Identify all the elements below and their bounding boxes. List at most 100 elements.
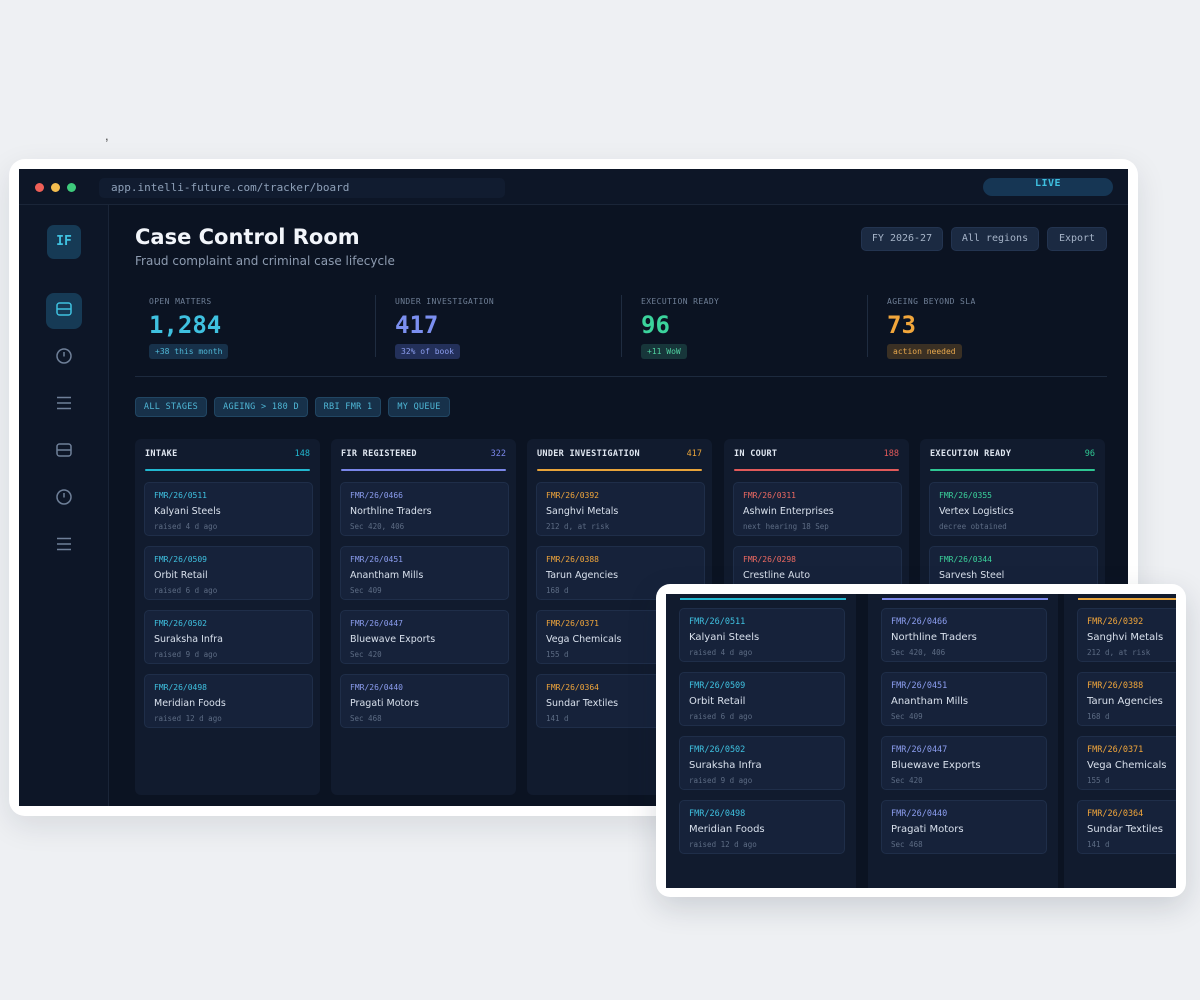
case-meta: Sec 420 <box>350 650 382 659</box>
column-count: 417 <box>686 449 702 459</box>
case-party-name: Anantham Mills <box>350 570 424 581</box>
column-accent-bar <box>537 469 702 471</box>
region-filter-button[interactable]: All regions <box>951 227 1039 251</box>
case-card[interactable]: FMR/26/0511 Kalyani Steels raised 4 d ago <box>679 608 845 662</box>
maximize-dot[interactable] <box>67 183 76 192</box>
kpi-divider <box>621 295 622 357</box>
case-card[interactable]: FMR/26/0392 Sanghvi Metals 212 d, at risk <box>536 482 705 536</box>
case-id: FMR/26/0392 <box>546 491 599 500</box>
case-card[interactable]: FMR/26/0364 Sundar Textiles 141 d <box>1077 800 1176 854</box>
column-count: 96 <box>1084 449 1095 459</box>
case-card[interactable]: FMR/26/0355 Vertex Logistics decree obtain… <box>929 482 1098 536</box>
app-window: app.intelli-future.com/tracker/board LIV… <box>19 169 1128 806</box>
stray-mark: , <box>105 128 109 143</box>
live-status-badge: LIVE <box>983 178 1113 196</box>
case-card[interactable]: FMR/26/0466 Northline Traders Sec 420, 406 <box>881 608 1047 662</box>
sidebar-nav-item[interactable] <box>46 340 82 376</box>
filter-chip[interactable]: AGEING > 180 D <box>214 397 308 417</box>
case-card[interactable]: FMR/26/0502 Suraksha Infra raised 9 d ago <box>679 736 845 790</box>
kpi-divider <box>867 295 868 357</box>
case-card[interactable]: FMR/26/0498 Meridian Foods raised 12 d ago <box>144 674 313 728</box>
case-party-name: Anantham Mills <box>891 696 969 707</box>
filter-chip[interactable]: MY QUEUE <box>388 397 450 417</box>
case-card[interactable]: FMR/26/0451 Anantham Mills Sec 409 <box>340 546 509 600</box>
case-card[interactable]: FMR/26/0440 Pragati Motors Sec 468 <box>881 800 1047 854</box>
folder-icon <box>55 300 73 322</box>
case-card[interactable]: FMR/26/0511 Kalyani Steels raised 4 d ago <box>144 482 313 536</box>
case-id: FMR/26/0392 <box>1087 617 1144 627</box>
case-meta: next hearing 18 Sep <box>743 522 829 531</box>
case-id: FMR/26/0466 <box>350 491 403 500</box>
export-button[interactable]: Export <box>1047 227 1107 251</box>
case-card[interactable]: FMR/26/0498 Meridian Foods raised 12 d ago <box>679 800 845 854</box>
column-accent-bar <box>680 598 846 600</box>
kpi-value: 417 <box>395 311 439 339</box>
case-party-name: Vega Chemicals <box>546 634 622 645</box>
minimize-dot[interactable] <box>51 183 60 192</box>
case-card[interactable]: FMR/26/0311 Ashwin Enterprises next hearin… <box>733 482 902 536</box>
case-card[interactable]: FMR/26/0447 Bluewave Exports Sec 420 <box>340 610 509 664</box>
case-meta: 212 d, at risk <box>546 522 610 531</box>
case-id: FMR/26/0509 <box>689 681 746 691</box>
sidebar-nav-item[interactable] <box>46 293 82 329</box>
column-title: INTAKE <box>145 449 178 459</box>
column-accent-bar <box>882 598 1048 600</box>
column-header: IN COURT 188 <box>734 449 899 463</box>
case-party-name: Ashwin Enterprises <box>743 506 834 517</box>
case-party-name: Kalyani Steels <box>154 506 221 517</box>
kpi-card: EXECUTION READY 96 +11 WoW <box>627 289 872 359</box>
case-id: FMR/26/0311 <box>743 491 796 500</box>
case-party-name: Tarun Agencies <box>546 570 619 581</box>
kpi-strip: OPEN MATTERS 1,284 +38 this month UNDER INV… <box>135 289 1107 377</box>
case-card[interactable]: FMR/26/0509 Orbit Retail raised 6 d ago <box>144 546 313 600</box>
fiscal-year-button[interactable]: FY 2026-27 <box>861 227 943 251</box>
case-meta: 155 d <box>1087 776 1110 785</box>
case-id: FMR/26/0509 <box>154 555 207 564</box>
sidebar-nav-item[interactable] <box>46 481 82 517</box>
column-count: 148 <box>294 449 310 459</box>
case-card[interactable]: FMR/26/0392 Sanghvi Metals 212 d, at risk <box>1077 608 1176 662</box>
case-meta: Sec 420, 406 <box>891 648 946 657</box>
sidebar-nav-item[interactable] <box>46 387 82 423</box>
case-card[interactable]: FMR/26/0371 Vega Chemicals 155 d <box>1077 736 1176 790</box>
menu-icon <box>55 394 73 416</box>
case-party-name: Sundar Textiles <box>546 698 619 709</box>
case-id: FMR/26/0502 <box>689 745 746 755</box>
case-party-name: Pragati Motors <box>891 824 964 835</box>
brand-logo[interactable]: IF <box>47 225 81 259</box>
case-id: FMR/26/0451 <box>350 555 403 564</box>
zoomed-board: FMR/26/0511 Kalyani Steels raised 4 d ago F… <box>666 594 1176 888</box>
case-card[interactable]: FMR/26/0451 Anantham Mills Sec 409 <box>881 672 1047 726</box>
address-bar[interactable]: app.intelli-future.com/tracker/board <box>99 178 505 198</box>
case-card[interactable]: FMR/26/0440 Pragati Motors Sec 468 <box>340 674 509 728</box>
zoomed-stage-column: FMR/26/0392 Sanghvi Metals 212 d, at risk F… <box>1064 594 1176 888</box>
case-id: FMR/26/0440 <box>891 809 948 819</box>
case-card[interactable]: FMR/26/0502 Suraksha Infra raised 9 d ago <box>144 610 313 664</box>
close-dot[interactable] <box>35 183 44 192</box>
case-card[interactable]: FMR/26/0509 Orbit Retail raised 6 d ago <box>679 672 845 726</box>
column-header: EXECUTION READY 96 <box>930 449 1095 463</box>
case-meta: raised 9 d ago <box>154 650 218 659</box>
case-meta: Sec 468 <box>891 840 923 849</box>
kpi-value: 96 <box>641 311 670 339</box>
sidebar-nav-item[interactable] <box>46 434 82 470</box>
sidebar-nav-item[interactable] <box>46 528 82 564</box>
zoomed-stage-column: FMR/26/0511 Kalyani Steels raised 4 d ago F… <box>666 594 856 888</box>
page-subtitle: Fraud complaint and criminal case lifecy… <box>135 254 395 268</box>
case-id: FMR/26/0440 <box>350 683 403 692</box>
case-id: FMR/26/0466 <box>891 617 948 627</box>
case-id: FMR/26/0447 <box>350 619 403 628</box>
filter-chip[interactable]: RBI FMR 1 <box>315 397 381 417</box>
column-header: INTAKE 148 <box>145 449 310 463</box>
case-id: FMR/26/0498 <box>689 809 746 819</box>
case-card[interactable]: FMR/26/0388 Tarun Agencies 168 d <box>1077 672 1176 726</box>
column-accent-bar <box>734 469 899 471</box>
case-card[interactable]: FMR/26/0466 Northline Traders Sec 420, 406 <box>340 482 509 536</box>
kpi-badge: +38 this month <box>149 344 229 359</box>
kpi-card: OPEN MATTERS 1,284 +38 this month <box>135 289 380 359</box>
menu-icon <box>55 535 73 557</box>
case-card[interactable]: FMR/26/0447 Bluewave Exports Sec 420 <box>881 736 1047 790</box>
filter-chip[interactable]: ALL STAGES <box>135 397 207 417</box>
board-screenshot: app.intelli-future.com/tracker/board LIV… <box>9 159 1138 816</box>
case-party-name: Orbit Retail <box>689 696 746 707</box>
